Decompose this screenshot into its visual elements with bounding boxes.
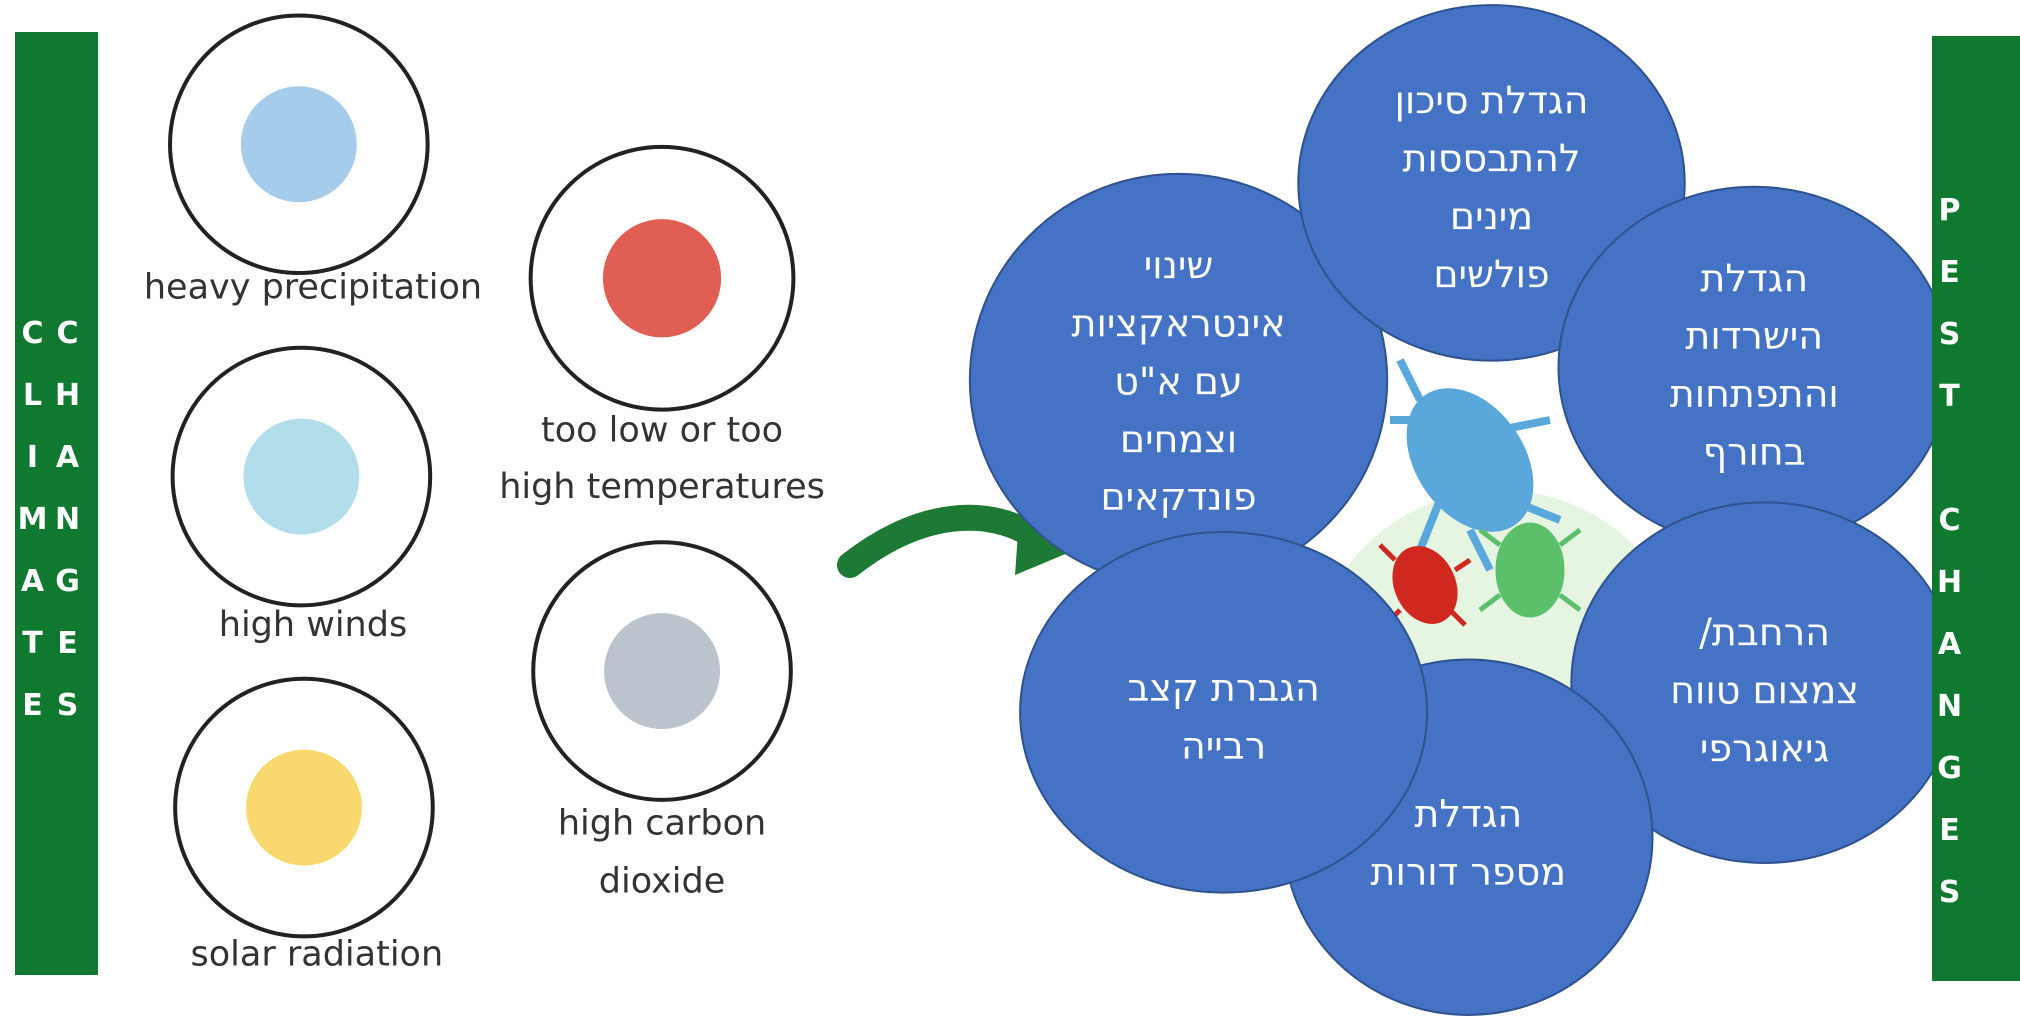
pest-label: צמצום טווח xyxy=(1670,668,1859,712)
bug-blue xyxy=(1390,358,1562,572)
right-bar-text: PEST CHANGES xyxy=(1932,193,1967,937)
factor-label: high carbon xyxy=(558,803,766,843)
pest-label: שינוי xyxy=(1144,243,1214,287)
icon-graphic xyxy=(602,219,722,338)
icon-graphic xyxy=(604,613,720,730)
pest-label: מינים xyxy=(1450,194,1533,238)
factor-label: heavy precipitation xyxy=(144,268,482,308)
pest-label: פולשים xyxy=(1433,252,1549,296)
pest-label: עם א"ט xyxy=(1114,359,1243,403)
pest-label: רבייה xyxy=(1181,724,1266,768)
pest-label: הישרדות xyxy=(1685,314,1823,358)
pest-label: בחורף xyxy=(1703,430,1806,474)
pest-label: הגדלת xyxy=(1700,256,1808,300)
pest-label: הגדלת סיכון xyxy=(1395,79,1589,123)
pest-label: הרחבת/ xyxy=(1699,610,1830,654)
left-bar-text: CLIMATE CHANGES xyxy=(15,315,85,750)
bug-green xyxy=(1478,522,1582,618)
pest-label: הגדלת xyxy=(1414,792,1522,836)
factor-label: solar radiation xyxy=(191,935,444,975)
pest-label: מספר דורות xyxy=(1371,850,1567,894)
pest-label: פונדקאים xyxy=(1100,475,1256,519)
pest-label: גיאוגרפי xyxy=(1700,726,1829,770)
pest-label: הגברת קצב xyxy=(1127,666,1319,710)
factor-label: too low or too xyxy=(541,410,783,450)
factor-label: high winds xyxy=(219,605,407,645)
pest-label: להתבססות xyxy=(1402,137,1580,181)
pest-label: וצמחים xyxy=(1120,417,1237,461)
pest-circle xyxy=(1019,530,1429,894)
factor-label: high temperatures xyxy=(499,467,825,507)
right-bar: PEST CHANGES xyxy=(1932,36,2020,981)
icon-graphic xyxy=(246,749,362,866)
arrow xyxy=(837,504,1053,578)
factor-label: dioxide xyxy=(599,861,725,901)
pest-circle xyxy=(1557,185,1952,549)
pest-label: אינטראקציות xyxy=(1072,301,1286,345)
icon-graphic xyxy=(240,86,357,203)
icon-graphic xyxy=(243,418,360,535)
pest-label: והתפתחות xyxy=(1670,372,1839,416)
left-bar: CLIMATE CHANGES xyxy=(15,32,98,975)
